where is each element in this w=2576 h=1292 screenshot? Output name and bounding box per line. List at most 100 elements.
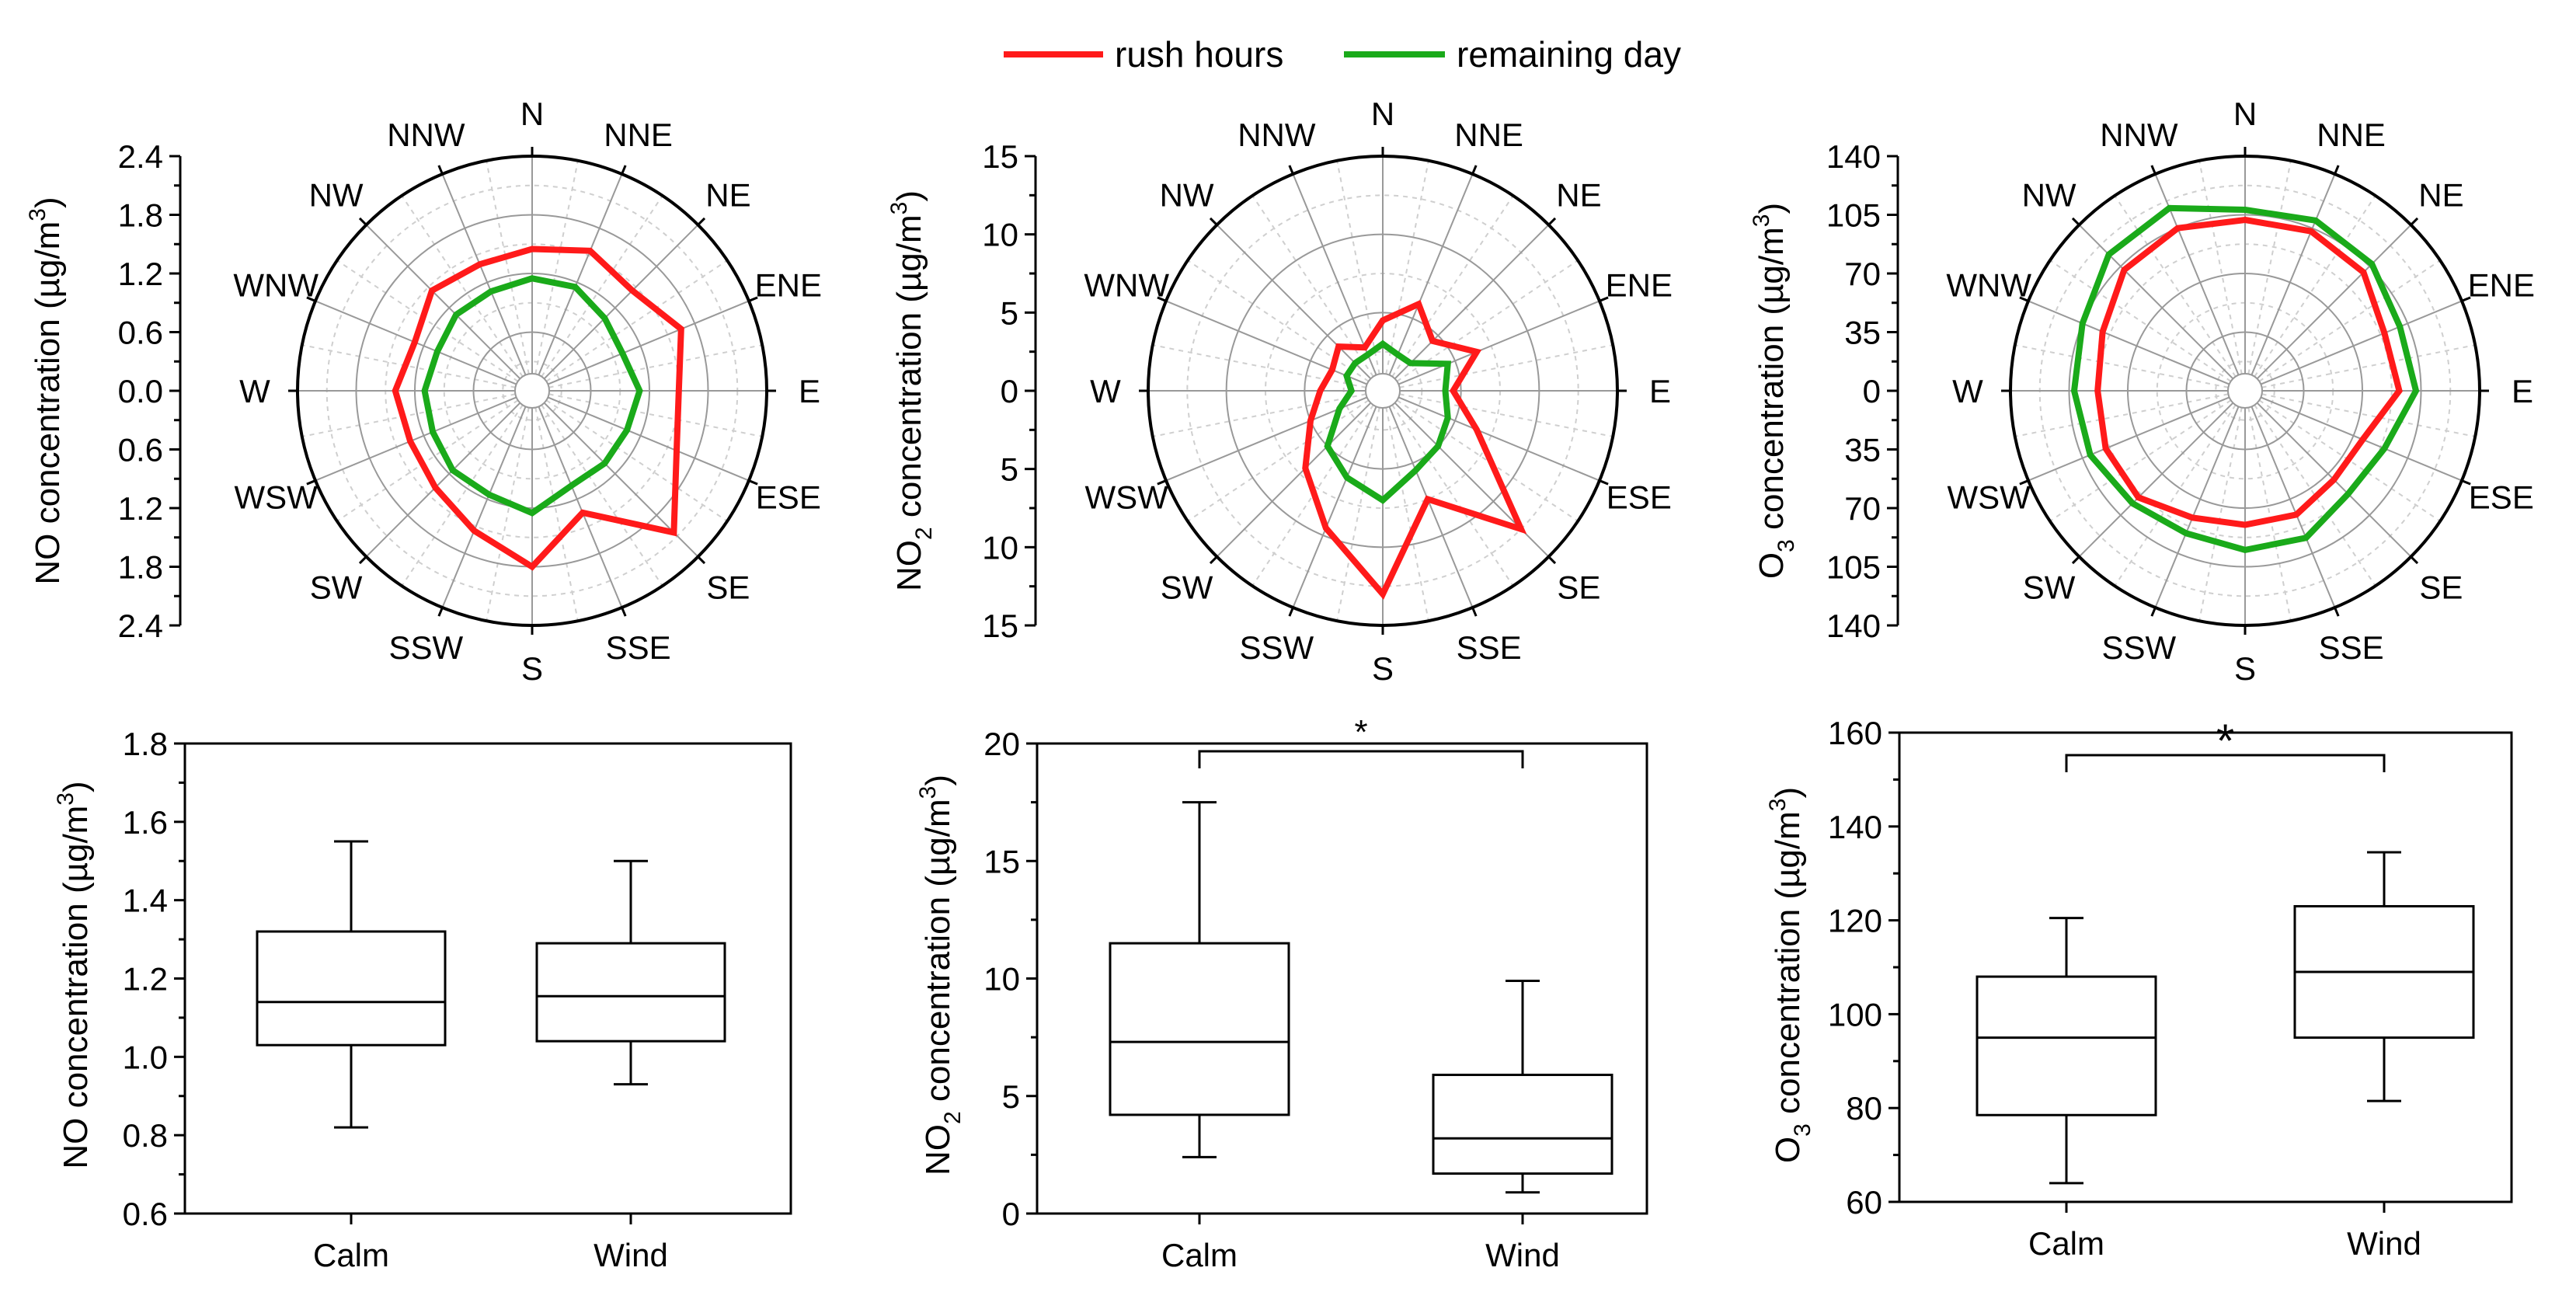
direction-label-ssw: SSW [2102, 629, 2177, 666]
radial-axis-tick-label: 1.2 [118, 490, 163, 527]
series-remaining-day-line [1324, 340, 1452, 504]
y-axis-tick-label: 60 [1846, 1184, 1882, 1221]
grid-spoke [2078, 402, 2234, 558]
minor-grid-spoke [534, 407, 579, 622]
grid-spoke [2256, 224, 2412, 380]
y-axis-tick-label: 1.8 [123, 726, 168, 762]
y-axis-tick-label: 80 [1846, 1090, 1882, 1127]
direction-label-sw: SW [1161, 569, 1213, 605]
minor-grid-spoke [541, 195, 663, 378]
direction-label-sse: SSE [1457, 629, 1522, 666]
direction-label-ne: NE [705, 177, 750, 214]
x-axis-tick-label-wind: Wind [1485, 1237, 1560, 1273]
minor-grid-spoke [401, 195, 524, 378]
direction-label-ene: ENE [1606, 266, 1673, 303]
direction-label-ese: ESE [756, 479, 821, 516]
minor-grid-spoke [2258, 259, 2441, 382]
x-axis-tick-label-wind: Wind [2347, 1225, 2421, 1262]
radial-axis-tick-label: 0.6 [118, 315, 163, 351]
grid-spoke [2028, 396, 2230, 482]
direction-tick [1471, 607, 1478, 617]
minor-grid-spoke [2014, 344, 2229, 388]
radial-axis-tick-label: 5 [1001, 451, 1018, 488]
direction-label-wsw: WSW [1948, 479, 2031, 516]
no2-box-ylabel: NO2 concentration (µg/m3) [915, 775, 966, 1175]
minor-grid-spoke [2114, 195, 2237, 378]
y-axis-tick-label: 1.0 [123, 1039, 168, 1075]
minor-grid-spoke [401, 404, 524, 587]
direction-label-n: N [520, 96, 544, 132]
radial-axis-tick-label: 140 [1826, 608, 1881, 644]
y-axis-tick-label: 0.8 [123, 1117, 168, 1154]
direction-label-ne: NE [1556, 177, 1601, 214]
radial-axis-tick-label: 0 [1001, 373, 1018, 409]
minor-grid-spoke [1399, 344, 1613, 388]
direction-label-nnw: NNW [387, 117, 465, 153]
direction-label-e: E [799, 373, 820, 409]
box-calm [1976, 975, 2157, 1116]
grid-spoke [1388, 173, 1474, 376]
grid-spoke [547, 300, 750, 385]
direction-label-wsw: WSW [1085, 479, 1169, 516]
direction-label-nne: NNE [604, 117, 673, 153]
grid-spoke [1165, 396, 1368, 482]
minor-grid-spoke [548, 344, 763, 388]
radial-axis-tick-label: 35 [1844, 432, 1881, 468]
radial-axis-tick-label: 15 [982, 608, 1018, 644]
minor-grid-spoke [1391, 195, 1514, 378]
no2-wind-rose-panel: NO2 concentration (µg/m3) N NNE NE ENE E ESE S… [886, 96, 1673, 687]
grid-spoke [538, 173, 623, 376]
minor-grid-spoke [2261, 393, 2476, 437]
direction-label-nw: NW [1160, 177, 1214, 214]
minor-grid-spoke [2247, 160, 2292, 374]
y-axis-tick-label: 0 [1002, 1196, 1020, 1232]
direction-label-ene: ENE [755, 266, 822, 303]
direction-label-nne: NNE [2317, 117, 2386, 153]
minor-grid-spoke [2014, 393, 2229, 437]
grid-spoke [1394, 224, 1550, 380]
radial-axis-tick-label: 0 [1863, 373, 1881, 409]
radial-axis-tick-label: 10 [982, 217, 1018, 253]
significance-marker: * [2216, 715, 2234, 767]
no-box-ylabel: NO concentration (µg/m3) [53, 781, 95, 1168]
minor-grid-spoke [1251, 404, 1374, 587]
legend-label-rush-hours: rush hours [1115, 34, 1283, 75]
radial-axis-tick-label: 140 [1826, 138, 1881, 175]
grid-spoke [1216, 224, 1372, 380]
outer-ring [2009, 155, 2481, 627]
no-boxplot-panel: NO concentration (µg/m3) 0.6 0.8 1.0 1.2 1.4… [53, 726, 792, 1273]
x-axis-tick-label-calm: Calm [313, 1237, 389, 1273]
direction-label-sw: SW [310, 569, 363, 605]
outer-ring [1147, 155, 1619, 627]
y-axis-tick-label: 100 [1828, 996, 1882, 1033]
direction-label-nnw: NNW [2100, 117, 2178, 153]
x-axis-tick-label-calm: Calm [1161, 1237, 1238, 1273]
direction-label-wnw: WNW [1084, 266, 1169, 303]
minor-grid-spoke [301, 393, 516, 437]
minor-grid-spoke [548, 393, 763, 437]
y-axis-tick-label: 1.4 [123, 883, 168, 919]
x-axis-tick-label-wind: Wind [594, 1237, 668, 1273]
box-calm [1109, 942, 1290, 1116]
direction-tick [1288, 165, 1294, 175]
minor-grid-spoke [534, 160, 579, 374]
minor-grid-spoke [336, 259, 519, 382]
radial-axis-tick-label: 2.4 [118, 608, 163, 644]
minor-grid-spoke [336, 399, 519, 522]
grid-spoke [547, 396, 750, 482]
radial-axis-tick-label: 0.6 [118, 432, 163, 468]
grid-spoke [1398, 396, 1600, 482]
minor-grid-spoke [486, 407, 530, 622]
grid-spoke [2028, 300, 2230, 385]
box-calm [256, 930, 447, 1046]
radial-axis-tick-label: 1.2 [118, 256, 163, 292]
direction-label-ssw: SSW [1240, 629, 1314, 666]
minor-grid-spoke [2049, 399, 2232, 522]
minor-grid-spoke [1336, 160, 1380, 374]
direction-label-ene: ENE [2468, 266, 2535, 303]
minor-grid-spoke [1251, 195, 1374, 378]
minor-grid-spoke [2198, 160, 2243, 374]
significance-marker: * [1354, 713, 1367, 751]
grid-spoke [365, 224, 521, 380]
